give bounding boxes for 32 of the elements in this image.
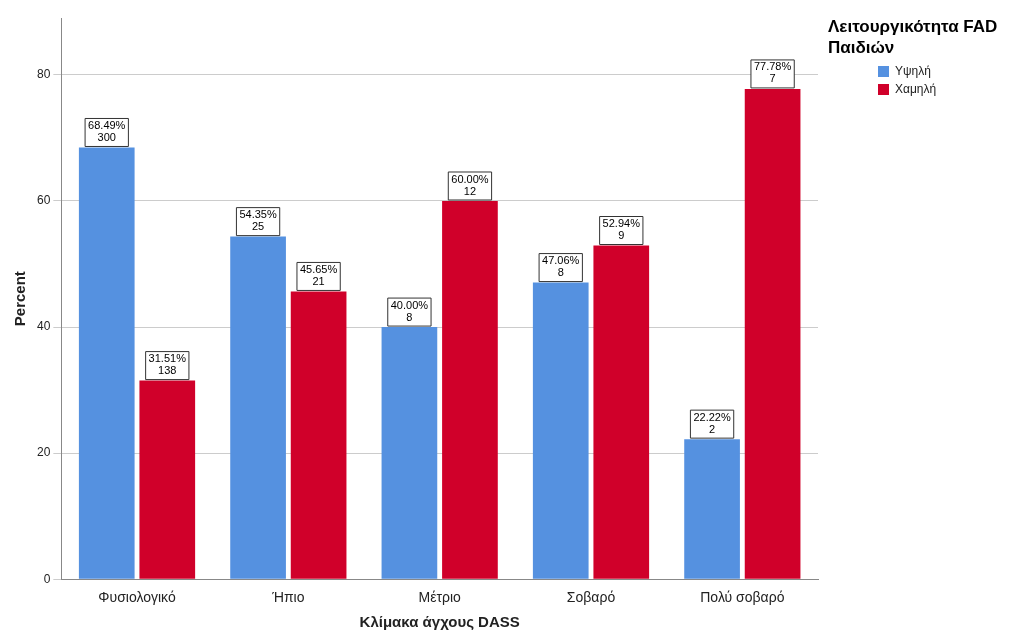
x-axis-title: Κλίμακα άγχους DASS [359, 613, 520, 631]
data-label: 22.22% 2 [693, 410, 731, 435]
data-label: 31.51% 138 [148, 352, 187, 377]
data-label: 60.00% 12 [451, 172, 489, 197]
data-label: 45.65% 21 [299, 262, 338, 287]
y-tick-label: 40 [36, 319, 51, 334]
legend-title: Λειτουργικότητα FAD Παιδιών [828, 16, 998, 58]
bar [744, 88, 801, 579]
y-axis-title: Percent [11, 271, 29, 327]
data-label: 54.35% 25 [239, 208, 277, 233]
data-label: 47.06% 8 [542, 254, 580, 279]
bar [442, 201, 498, 579]
legend-label: Χαμηλή [895, 82, 937, 96]
x-tick-label: Ήπιο [271, 589, 305, 606]
x-tick-label: Σοβαρό [566, 589, 616, 606]
y-tick-label: 20 [36, 445, 51, 460]
data-label: 52.94% 9 [602, 217, 641, 242]
y-tick-label: 60 [36, 193, 51, 208]
x-tick-label: Μέτριο [418, 589, 462, 606]
y-tick-label: 0 [43, 571, 51, 586]
bar [230, 236, 286, 579]
bar [593, 245, 650, 579]
y-tick-label: 80 [36, 67, 51, 82]
data-label: 68.49% 300 [88, 119, 126, 144]
data-label: 40.00% 8 [390, 298, 429, 323]
data-label: 77.78% 7 [753, 60, 792, 85]
x-tick-label: Φυσιολογικό [98, 589, 176, 606]
bar [78, 147, 135, 579]
bar [532, 282, 589, 579]
bar [139, 380, 196, 579]
x-tick-label: Πολύ σοβαρό [700, 589, 785, 606]
legend-label: Υψηλή [895, 64, 931, 78]
